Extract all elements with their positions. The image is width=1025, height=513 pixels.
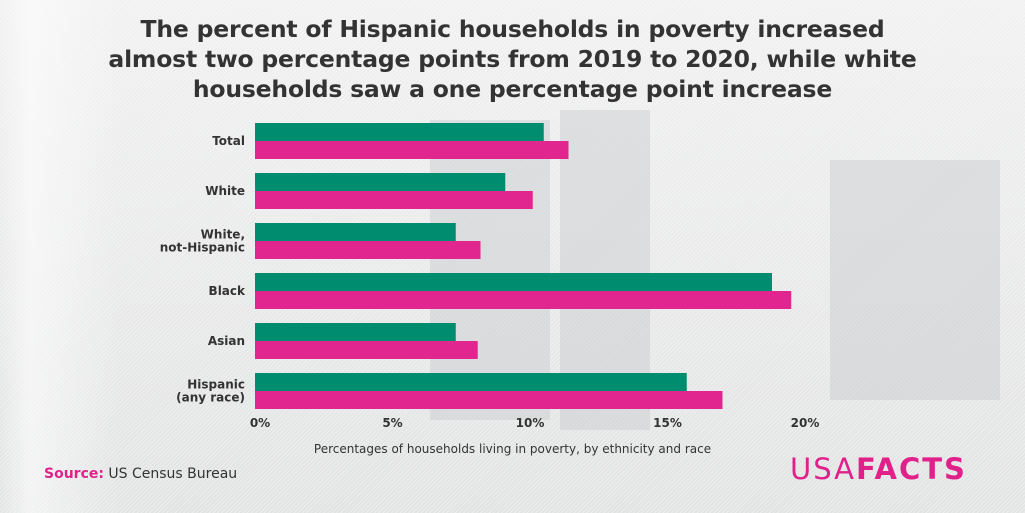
background-shape xyxy=(830,160,1000,400)
logo-part-usa: USA xyxy=(790,452,857,486)
chart-title: The percent of Hispanic households in po… xyxy=(40,14,985,104)
chart-title-line: households saw a one percentage point in… xyxy=(192,75,833,103)
category-label: White, not-Hispanic xyxy=(160,228,245,255)
bar-hispanic-any-race-series-2 xyxy=(255,391,723,409)
x-tick-label: 15% xyxy=(653,416,682,430)
bar-asian-series-2 xyxy=(255,341,478,359)
bar-black-series-2 xyxy=(255,291,792,309)
x-tick-label: 5% xyxy=(382,416,402,430)
x-tick-label: 10% xyxy=(516,416,545,430)
x-axis-label: Percentages of households living in pove… xyxy=(313,442,712,456)
bar-white-series-1 xyxy=(255,173,506,191)
category-label: Black xyxy=(209,284,246,298)
usafacts-logo: USAFACTS xyxy=(790,452,967,486)
category-label: Asian xyxy=(208,334,245,348)
category-label: Total xyxy=(212,134,245,148)
chart-title-line: The percent of Hispanic households in po… xyxy=(140,15,885,43)
bar-asian-series-1 xyxy=(255,323,456,341)
bar-white-series-2 xyxy=(255,191,533,209)
x-tick-label: 20% xyxy=(791,416,820,430)
source-note: Source: US Census Bureau xyxy=(44,466,237,482)
category-label: White xyxy=(205,184,245,198)
bar-total-series-2 xyxy=(255,141,569,159)
x-tick-label: 0% xyxy=(250,416,270,430)
logo-part-facts: FACTS xyxy=(856,452,967,486)
chart-title-line: almost two percentage points from 2019 t… xyxy=(108,45,917,73)
bar-total-series-1 xyxy=(255,123,544,141)
source-text: US Census Bureau xyxy=(108,466,238,482)
background-shape xyxy=(430,120,550,420)
bar-hispanic-any-race-series-1 xyxy=(255,373,687,391)
source-label: Source: xyxy=(44,466,104,482)
bar-white-not-hispanic-series-1 xyxy=(255,223,456,241)
category-label: Hispanic (any race) xyxy=(176,378,245,405)
bar-black-series-1 xyxy=(255,273,772,291)
bar-white-not-hispanic-series-2 xyxy=(255,241,481,259)
